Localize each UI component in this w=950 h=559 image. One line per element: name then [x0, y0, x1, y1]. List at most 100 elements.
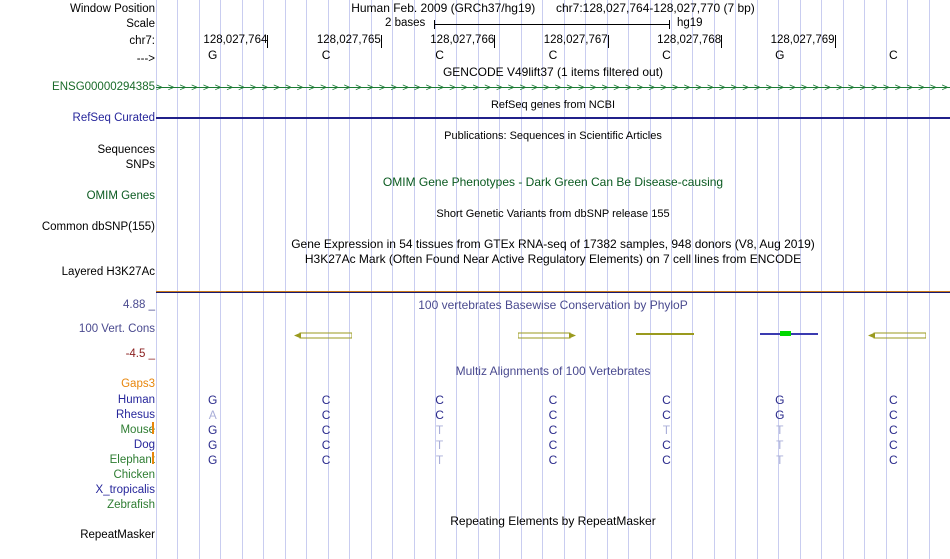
multiz-base: [772, 498, 788, 513]
label-100-vert-cons[interactable]: 100 Vert. Cons: [78, 323, 155, 335]
multiz-base: [772, 483, 788, 498]
track-title-multiz[interactable]: Multiz Alignments of 100 Vertebrates: [455, 364, 651, 378]
track-title-publications[interactable]: Publications: Sequences in Scientific Ar…: [444, 130, 662, 142]
multiz-base: [545, 498, 561, 513]
label-species-elephant[interactable]: Elephant: [109, 454, 155, 466]
assembly-db-label: hg19: [677, 17, 703, 29]
label-species-rhesus[interactable]: Rhesus: [116, 409, 155, 421]
multiz-base: G: [208, 438, 218, 452]
multiz-base: C: [548, 408, 558, 422]
label-species-human[interactable]: Human: [117, 394, 155, 406]
scale-bar-line: [434, 24, 669, 25]
multiz-base: A: [208, 408, 217, 422]
ruler-tick-mark: [834, 35, 836, 48]
track-title-refseq[interactable]: RefSeq genes from NCBI: [490, 99, 616, 111]
multiz-base: [658, 498, 674, 513]
track-data-panel[interactable]: Human Feb. 2009 (GRCh37/hg19) chr7:128,0…: [156, 0, 950, 559]
label-sequences[interactable]: Sequences: [97, 144, 155, 156]
ruler-tick-mark: [267, 35, 269, 48]
ruler-tick-mark: [721, 35, 723, 48]
conservation-feature-row[interactable]: [156, 326, 950, 344]
label-omim-genes[interactable]: OMIM Genes: [86, 190, 155, 202]
multiz-base: [658, 468, 674, 483]
multiz-base: T: [776, 453, 784, 467]
ruler-tick-label: 128,027,768: [657, 34, 722, 46]
label-repeatmasker[interactable]: RepeatMasker: [80, 529, 155, 541]
multiz-base: C: [888, 393, 898, 407]
reference-base: G: [775, 48, 785, 62]
multiz-base: [318, 483, 334, 498]
multiz-base: C: [888, 408, 898, 422]
cons-feature-5[interactable]: [868, 330, 927, 339]
ruler-tick-label: 128,027,766: [430, 34, 495, 46]
multiz-base: C: [548, 393, 558, 407]
multiz-base: [545, 468, 561, 483]
label-gaps[interactable]: Gaps3: [121, 378, 155, 390]
multiz-base: [205, 483, 221, 498]
label-snps[interactable]: SNPs: [125, 159, 155, 171]
assembly-title: Human Feb. 2009 (GRCh37/hg19): [351, 1, 536, 15]
multiz-base: G: [775, 393, 785, 407]
scale-bar-cap-left: [434, 20, 435, 29]
label-common-dbsnp[interactable]: Common dbSNP(155): [41, 221, 155, 233]
cons-feature-1[interactable]: [294, 330, 353, 339]
ruler-tick-label: 128,027,769: [770, 34, 835, 46]
label-gencode-gene[interactable]: ENSG00000294385: [52, 81, 155, 93]
label-species-zebrafish[interactable]: Zebrafish: [107, 499, 155, 511]
gencode-feature-line: [156, 87, 950, 88]
track-title-omim[interactable]: OMIM Gene Phenotypes - Dark Green Can Be…: [382, 175, 724, 189]
multiz-base: C: [321, 438, 331, 452]
refseq-feature-line[interactable]: [156, 117, 950, 119]
label-cons-min: -4.5 _: [125, 348, 155, 360]
multiz-base: [658, 483, 674, 498]
track-title-h3k27ac[interactable]: H3K27Ac Mark (Often Found Near Active Re…: [304, 252, 802, 266]
track-title-repeatmasker[interactable]: Repeating Elements by RepeatMasker: [450, 514, 656, 528]
multiz-base: C: [888, 423, 898, 437]
track-title-gtex[interactable]: Gene Expression in 54 tissues from GTEx …: [291, 237, 815, 251]
multiz-base: G: [208, 393, 218, 407]
reference-base: C: [888, 48, 898, 62]
label-species-chicken[interactable]: Chicken: [113, 469, 155, 481]
label-species-x-tropicalis[interactable]: X_tropicalis: [95, 484, 155, 496]
label-refseq-curated[interactable]: RefSeq Curated: [72, 112, 155, 124]
track-title-phylop[interactable]: 100 vertebrates Basewise Conservation by…: [418, 298, 688, 312]
track-title-dbsnp[interactable]: Short Genetic Variants from dbSNP releas…: [436, 208, 670, 220]
multiz-base: T: [435, 453, 444, 467]
reference-base: G: [208, 48, 218, 62]
gap-tick-mouse: [152, 422, 154, 434]
track-title-gencode[interactable]: GENCODE V49lift37 (1 items filtered out): [442, 65, 664, 79]
multiz-base: T: [776, 423, 784, 437]
multiz-base: G: [208, 453, 218, 467]
multiz-base: C: [548, 423, 558, 437]
label-strand-arrow: --->: [136, 53, 155, 65]
label-species-mouse[interactable]: Mouse: [120, 424, 155, 436]
multiz-base: C: [662, 408, 671, 422]
gencode-strand-arrows[interactable]: >>>>>>>>>>>>>>>>>>>>>>>>>>>>>>>>>>>>>>>>…: [156, 82, 950, 93]
ruler-tick-mark: [607, 35, 609, 48]
label-species-dog[interactable]: Dog: [133, 439, 155, 451]
label-cons-max: 4.88 _: [123, 299, 155, 311]
coordinate-ruler[interactable]: 128,027,764 128,027,765 128,027,766 128,027…: [156, 34, 950, 50]
cons-feature-4-highlight[interactable]: [780, 331, 791, 336]
multiz-base: G: [208, 423, 218, 437]
cons-feature-2[interactable]: [517, 330, 576, 339]
cons-feature-3[interactable]: [636, 333, 694, 335]
gap-tick-elephant: [152, 452, 154, 464]
multiz-base: [205, 468, 221, 483]
scale-bar-cap-right: [669, 20, 670, 29]
label-layered-h3k27ac[interactable]: Layered H3K27Ac: [61, 266, 155, 278]
h3k27ac-baseline: [156, 291, 950, 292]
ruler-tick-mark: [380, 35, 382, 48]
reference-base: C: [321, 48, 331, 62]
multiz-base: C: [321, 393, 331, 407]
